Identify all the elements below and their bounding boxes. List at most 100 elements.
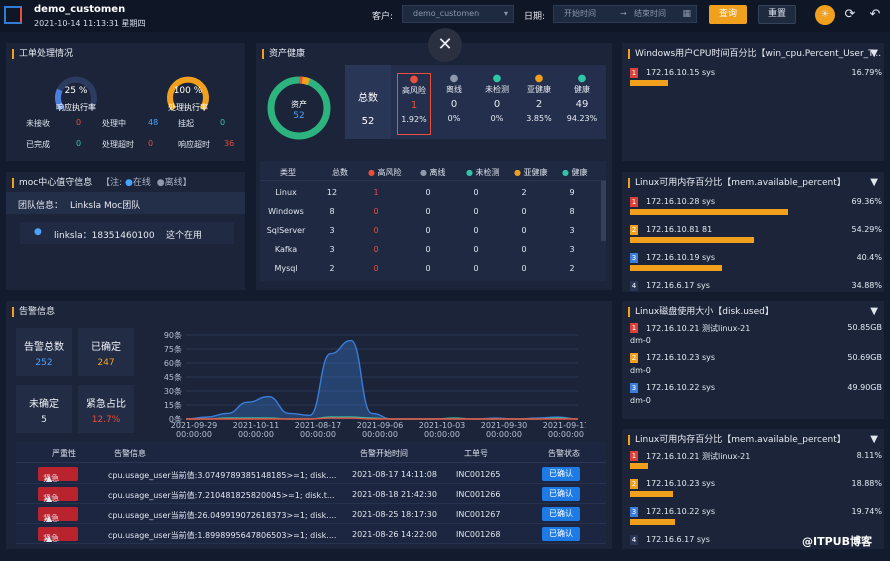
metric-bar	[630, 265, 722, 271]
host-name: 172.16.10.81 81	[646, 225, 712, 234]
asset-summary-subhealthy[interactable]: ● 亚健康 2 3.85%	[521, 73, 557, 123]
alarm-message: cpu.usage_user当前值:26.049919072618373>=1;…	[108, 510, 336, 521]
back-icon[interactable]: ↶	[866, 6, 884, 24]
confirmed-status-button[interactable]: 已确认	[542, 487, 580, 501]
chart-y-tick: 15条	[164, 400, 182, 410]
warning-icon: ▲	[46, 472, 52, 486]
calendar-icon: ▦	[682, 6, 691, 22]
metric-bar	[630, 463, 648, 469]
asset-table-cell: 2	[504, 188, 544, 197]
filter-icon[interactable]: ▼	[870, 48, 878, 59]
asset-table-cell: 2	[312, 264, 352, 273]
alarm-table-row[interactable]: 紧急▲cpu.usage_user当前值:3.0749789385148185>…	[16, 465, 606, 484]
asset-summary-unchecked[interactable]: ● 未检测 0 0%	[479, 73, 515, 123]
asset-table-cell: 0	[504, 226, 544, 235]
metric-value: 54.29%	[851, 225, 882, 234]
asset-summary-healthy[interactable]: ● 健康 49 94.23%	[561, 73, 603, 123]
status-dot-icon: ●	[398, 74, 430, 85]
healthy-dot-icon: ●	[562, 168, 572, 177]
host-name: 172.16.6.17 sys	[646, 281, 710, 290]
start-time-placeholder: 开始时间	[564, 9, 596, 18]
asset-table-cell: 0	[408, 226, 448, 235]
alarm-message: cpu.usage_user当前值:1.8998995647806503>=1;…	[108, 530, 336, 541]
asset-summary-offline[interactable]: ● 离线 0 0%	[437, 73, 471, 123]
alarm-table-row[interactable]: 紧急▲cpu.usage_user当前值:7.210481825820045>=…	[16, 485, 606, 504]
close-icon[interactable]: ✕	[428, 28, 462, 62]
app-name: demo_customen	[34, 4, 125, 15]
host-name: 172.16.10.19 sys	[646, 253, 715, 262]
rank-badge: 2	[630, 479, 638, 489]
metric-bar	[630, 519, 675, 525]
moc-panel: moc中心值守信息 【注: ●在线 ●离线】 团队信息： Linksla Moc…	[6, 172, 245, 290]
metric-value: 8.11%	[857, 451, 882, 460]
metric-bar	[630, 491, 673, 497]
user-avatar-icon[interactable]: ☀	[815, 5, 835, 25]
alarm-start-time: 2021-08-17 14:11:08	[352, 470, 437, 479]
alarm-message: cpu.usage_user当前值:7.210481825820045>=1; …	[108, 490, 335, 501]
asset-table-cell: 0	[504, 264, 544, 273]
confirmed-status-button[interactable]: 已确认	[542, 467, 580, 481]
filter-icon[interactable]: ▼	[870, 177, 878, 188]
filter-icon[interactable]: ▼	[870, 434, 878, 445]
alarm-table-row[interactable]: 紧急▲cpu.usage_user当前值:26.049919072618373>…	[16, 505, 606, 524]
response-rate-value: 25 %	[54, 86, 98, 96]
chart-y-tick: 90条	[164, 331, 182, 340]
asset-summary-highrisk[interactable]: ● 高风险 1 1.92%	[397, 73, 431, 135]
asset-table-cell: 0	[356, 264, 396, 273]
host-name: 172.16.10.15 sys	[646, 68, 715, 77]
alarm-table-header: 严重性 告警信息 告警开始时间 工单号 告警状态	[16, 441, 606, 463]
range-separator: →	[620, 6, 627, 22]
rank-badge: 4	[630, 281, 638, 291]
metric-bar	[630, 80, 668, 86]
rank-badge: 1	[630, 451, 638, 461]
asset-table-cell: 0	[456, 245, 496, 254]
asset-table-cell: 8	[312, 207, 352, 216]
date-label: 日期:	[524, 9, 545, 22]
metric-value: 18.88%	[851, 479, 882, 488]
confirmed-status-button[interactable]: 已确认	[542, 527, 580, 541]
host-name: 172.16.10.23 sys	[646, 353, 715, 362]
refresh-icon[interactable]: ⟳	[841, 6, 859, 24]
chart-x-tick-time: 00:00:00	[424, 430, 460, 439]
asset-table-scrollbar[interactable]	[601, 181, 606, 241]
reset-button[interactable]: 重置	[758, 5, 796, 24]
metric-bar	[630, 237, 754, 243]
moc-panel-title: moc中心值守信息 【注: ●在线 ●离线】	[12, 178, 192, 188]
alarm-table-row[interactable]: 紧急▲cpu.usage_user当前值:1.8998995647806503>…	[16, 525, 606, 544]
chart-area-series	[186, 341, 578, 419]
customer-select[interactable]: demo_customen▾	[402, 5, 514, 23]
moc-member-row: ● linksla：18351460100 这个在用	[20, 222, 234, 244]
chart-x-tick: 2021-09-29	[171, 421, 218, 430]
severity-badge: 紧急▲	[38, 467, 78, 481]
chart-y-tick: 60条	[164, 358, 182, 368]
query-button[interactable]: 查询	[709, 5, 747, 24]
response-rate-label: 响应执行率	[36, 102, 116, 113]
watermark-text: @ITPUB博客	[802, 533, 872, 549]
date-range-picker[interactable]: 开始时间 → 结束时间 ▦	[553, 5, 697, 23]
metric-value: 40.4%	[857, 253, 882, 262]
filter-icon[interactable]: ▼	[870, 306, 878, 317]
confirmed-status-button[interactable]: 已确认	[542, 507, 580, 521]
status-dot-icon: ●	[521, 73, 557, 84]
